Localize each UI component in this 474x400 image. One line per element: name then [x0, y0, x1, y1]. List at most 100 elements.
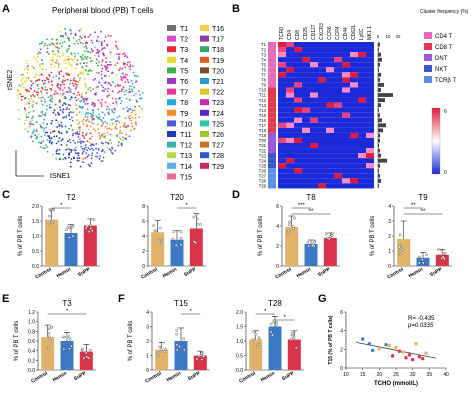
tsne-point	[101, 134, 103, 136]
tsne-point	[66, 130, 69, 133]
tsne-point	[85, 62, 88, 64]
heatmap-cell	[310, 47, 318, 53]
tsne-point	[40, 97, 42, 99]
tsne-point	[82, 58, 85, 61]
tsne-point	[91, 154, 93, 157]
legend-label: T3	[180, 47, 188, 54]
heatmap-cell	[334, 107, 342, 113]
data-point	[65, 228, 68, 231]
heatmap-cell	[358, 122, 366, 128]
legend-label: T27	[212, 143, 224, 150]
heatmap-cell	[318, 72, 326, 78]
g-point	[370, 348, 375, 352]
tsne-point	[93, 105, 95, 108]
bar	[64, 233, 78, 266]
tsne-point	[58, 77, 60, 80]
tsne-point	[94, 104, 96, 107]
y-tick-label: 1.2	[28, 310, 35, 316]
tsne-point	[24, 128, 27, 130]
tsne-point	[104, 82, 107, 84]
data-point	[443, 251, 447, 255]
tsne-point	[59, 92, 62, 95]
tsne-point	[121, 144, 123, 147]
heatmap-cell	[350, 158, 358, 164]
tsne-point	[107, 63, 109, 66]
tsne-point	[25, 113, 28, 115]
tsne-point	[32, 140, 34, 143]
tsne-point	[103, 90, 105, 92]
heatmap-cell	[318, 102, 326, 108]
tsne-point	[86, 132, 88, 135]
heatmap-cell	[302, 168, 310, 174]
heatmap-cell	[342, 107, 350, 113]
bar	[189, 228, 203, 266]
tsne-point	[50, 122, 53, 125]
tsne-point	[53, 109, 56, 112]
tsne-point	[74, 80, 77, 83]
tsne-point	[71, 129, 74, 131]
heatmap-column-label: CCR6	[327, 26, 333, 40]
legend-swatch	[167, 67, 176, 74]
y-tick-label: 0.5	[32, 249, 39, 255]
tsne-point	[118, 90, 121, 93]
tsne-point	[136, 100, 139, 103]
tsne-point	[101, 160, 104, 162]
legend-swatch	[200, 78, 209, 84]
heatmap-cell	[342, 87, 350, 93]
tsne-point	[101, 89, 104, 92]
tsne-point	[69, 79, 72, 82]
tsne-point	[87, 50, 90, 53]
tsne-point	[107, 70, 110, 73]
tsne-point	[84, 144, 87, 147]
heatmap-cell	[358, 67, 366, 73]
category-strip-cell	[268, 77, 276, 83]
heatmap-cell	[350, 122, 358, 128]
category-strip-cell	[268, 173, 276, 179]
heatmap-cell	[294, 163, 302, 169]
heatmap-cell	[286, 67, 294, 73]
heatmap-row-label: T26	[259, 168, 267, 173]
heatmap-cell	[294, 42, 302, 48]
tsne-point	[53, 65, 56, 68]
tsne-point	[59, 99, 61, 102]
tsne-point	[115, 44, 117, 47]
category-strip-cell	[268, 42, 276, 48]
g-y-tick-label: 6	[340, 310, 343, 316]
tsne-point	[123, 123, 126, 126]
heatmap-cell	[334, 72, 342, 78]
heatmap-cell	[278, 42, 286, 48]
data-point	[291, 333, 295, 337]
tsne-point	[91, 103, 94, 106]
tsne-point	[26, 65, 29, 67]
category-strip-cell	[268, 62, 276, 68]
tsne-point	[128, 135, 131, 138]
heatmap-row-label: T22	[259, 148, 267, 153]
tsne-point	[109, 51, 112, 54]
category-strip-cell	[268, 47, 276, 53]
tsne-point	[90, 48, 93, 51]
tsne-point	[41, 92, 43, 94]
tsne-point	[73, 149, 75, 151]
heatmap-cell	[278, 168, 286, 174]
heatmap-cell	[366, 102, 374, 108]
tsne-point	[106, 131, 109, 134]
tsne-point	[59, 42, 61, 45]
tsne-point	[90, 60, 93, 62]
heatmap-cell	[302, 67, 310, 73]
tsne-point	[115, 103, 118, 105]
heatmap-cell	[302, 127, 310, 133]
tsne-point	[50, 137, 53, 140]
tsne-point	[63, 87, 66, 89]
tsne-point	[85, 65, 88, 67]
tsne-point	[114, 109, 117, 112]
tsne-point	[20, 99, 23, 101]
data-point	[85, 355, 89, 359]
tsne-point	[131, 88, 133, 91]
heatmap-cell	[278, 102, 286, 108]
data-point	[195, 213, 198, 216]
heatmap-cell	[334, 153, 342, 159]
tsne-point	[60, 101, 62, 104]
heatmap-cell	[334, 137, 342, 143]
heatmap-cell	[294, 153, 302, 159]
